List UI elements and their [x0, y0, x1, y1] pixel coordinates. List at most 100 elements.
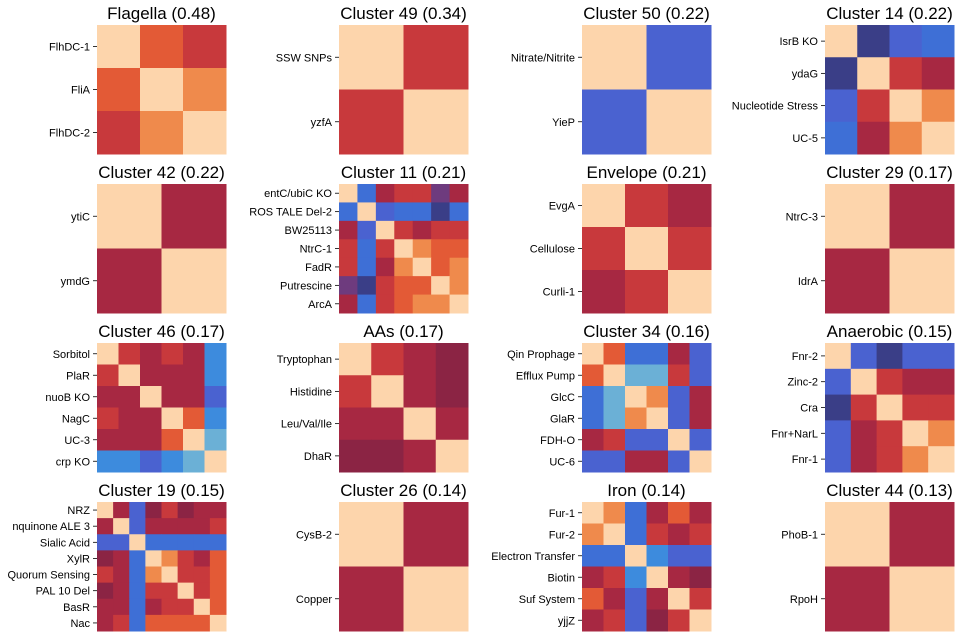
heatmap-cell — [129, 550, 146, 567]
heatmap-cell — [625, 343, 647, 365]
y-tick-label: BasR — [63, 602, 90, 614]
heatmap-cell — [825, 566, 890, 632]
heatmap-cell — [140, 343, 162, 365]
heatmap-cell — [889, 121, 923, 155]
heatmap-cell — [689, 407, 712, 430]
heatmap-cell — [435, 439, 469, 473]
y-tick-label: Fnr+NarL — [771, 428, 818, 440]
heatmap-cell — [921, 25, 955, 58]
heatmap-cell — [183, 111, 227, 155]
heatmap-cell — [889, 184, 955, 249]
heatmap-cell — [183, 386, 205, 408]
heatmap-cell — [145, 614, 162, 632]
y-tick-label: Cellulose — [530, 244, 575, 256]
y-tick-label: Nucleotide Stress — [732, 101, 819, 113]
heatmap-cell — [921, 57, 955, 90]
heatmap-cell — [161, 502, 179, 519]
heatmap-cell — [145, 598, 162, 616]
heatmap-cell — [646, 343, 669, 365]
panel-title: Flagella (0.48) — [107, 4, 216, 23]
heatmap-cell — [403, 343, 437, 376]
heatmap-cell — [97, 184, 162, 249]
y-tick-label: UC-5 — [792, 133, 818, 145]
heatmap-cell — [371, 343, 404, 376]
heatmap-cell — [375, 220, 395, 240]
heatmap-cell — [876, 368, 903, 396]
heatmap-cell — [850, 343, 878, 370]
heatmap-cell — [118, 407, 141, 430]
heatmap-cell — [394, 294, 414, 314]
heatmap-cell — [431, 239, 451, 259]
heatmap-cell — [889, 248, 955, 314]
heatmap-cell — [582, 502, 604, 524]
heatmap-cell — [97, 343, 119, 365]
heatmap-cell — [375, 239, 395, 259]
heatmap-cell — [140, 68, 184, 112]
heatmap-cell — [129, 518, 146, 535]
heatmap-cell — [204, 429, 227, 451]
panel-title: Iron (0.14) — [607, 481, 685, 500]
panel-title: Cluster 44 (0.13) — [826, 481, 953, 500]
heatmap-cell — [582, 609, 604, 632]
heatmap-cell — [97, 364, 119, 387]
heatmap-cell — [97, 502, 114, 519]
heatmap-cell — [371, 407, 404, 441]
heatmap-cell — [97, 534, 114, 551]
heatmap-cell — [193, 598, 211, 616]
heatmap-cell — [825, 343, 852, 370]
heatmap-cell — [449, 294, 469, 314]
heatmap-cell — [183, 25, 227, 69]
heatmap-cell — [375, 294, 395, 314]
heatmap-cell — [603, 609, 626, 632]
heatmap-cell — [431, 202, 451, 222]
heatmap-cell — [603, 588, 626, 610]
heatmap-cell — [625, 545, 647, 567]
heatmap-cell — [825, 502, 890, 567]
heatmap-cell — [603, 523, 626, 546]
heatmap-cell — [161, 582, 179, 600]
heatmap-cell — [339, 439, 372, 473]
heatmap-cell — [668, 566, 690, 589]
heatmap-cell — [161, 184, 227, 249]
heatmap-panel: Cluster 49 (0.34) SSW SNPs yzfA — [276, 4, 469, 155]
heatmap-cell — [902, 343, 929, 370]
heatmap-cell — [339, 184, 358, 203]
heatmap-cell — [431, 184, 451, 203]
heatmap-cell — [177, 582, 195, 600]
y-tick-label: NagC — [62, 413, 90, 425]
heatmap-cell — [161, 248, 227, 314]
heatmap-cell — [339, 257, 358, 277]
heatmap-cell — [145, 566, 162, 584]
y-tick-label: Nac — [70, 618, 90, 630]
heatmap-cell — [113, 502, 130, 519]
heatmap-cell — [603, 502, 626, 524]
heatmap-cell — [668, 429, 690, 451]
heatmap-panel: Iron (0.14) Fur-1 Fur-2 Electron Transfer Bi… — [491, 481, 712, 632]
panel-title: Cluster 14 (0.22) — [826, 4, 953, 23]
heatmap-cell — [431, 220, 451, 240]
heatmap-cell — [193, 582, 211, 600]
heatmap-cell — [394, 257, 414, 277]
y-tick-label: PlaR — [66, 370, 90, 382]
y-tick-label: RpoH — [790, 594, 818, 606]
heatmap-cell — [339, 502, 404, 567]
heatmap-panel: Cluster 50 (0.22) Nitrate/Nitrite YieP — [511, 4, 712, 155]
heatmap-cell — [140, 386, 162, 408]
y-tick-label: ydaG — [792, 68, 818, 80]
heatmap-cell — [668, 386, 690, 408]
y-tick-label: Tryptophan — [277, 354, 332, 366]
heatmap-cell — [825, 121, 858, 155]
heatmap-panel: Cluster 44 (0.13) PhoB-1 RpoH — [781, 481, 955, 632]
y-tick-label: NtrC-1 — [300, 244, 332, 256]
heatmap-cell — [161, 343, 184, 365]
heatmap-panel: Cluster 46 (0.17) Sorbitol PlaR nuoB KO NagC… — [45, 322, 227, 473]
heatmap-cell — [375, 276, 395, 296]
heatmap-cell — [889, 25, 923, 58]
heatmap-cell — [646, 450, 669, 473]
heatmap-cell — [394, 184, 414, 203]
heatmap-cell — [876, 446, 903, 473]
heatmap-cell — [97, 582, 114, 600]
heatmap-cell — [625, 227, 669, 271]
heatmap-cell — [118, 429, 141, 451]
